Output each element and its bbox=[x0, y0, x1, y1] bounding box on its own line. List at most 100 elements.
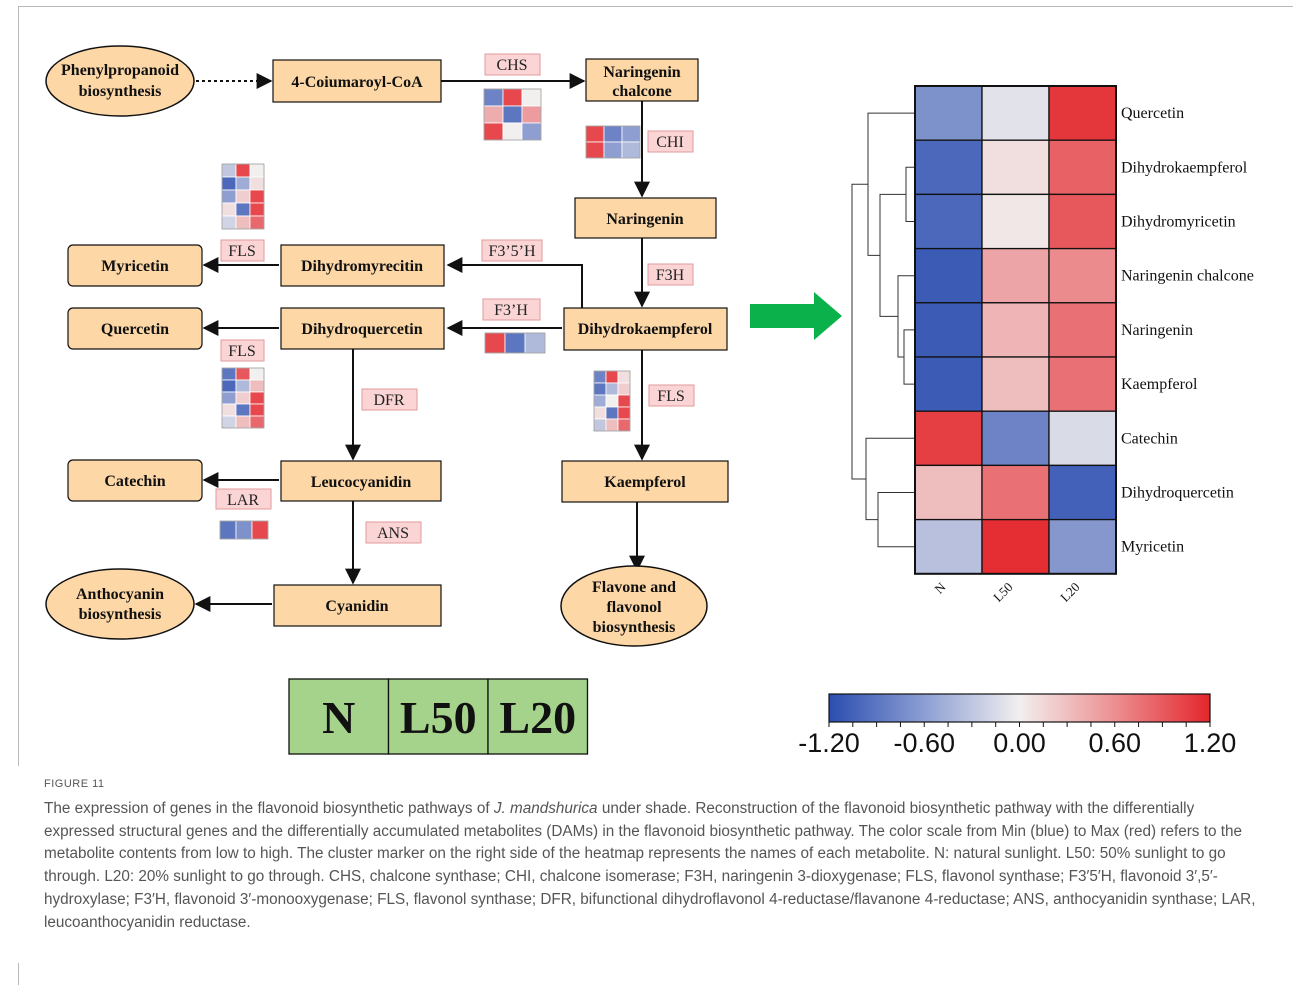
group-legend: N L50 L20 bbox=[288, 678, 589, 755]
heatmap-cell bbox=[981, 410, 1050, 467]
gene-cell bbox=[605, 406, 619, 420]
heatmap-cell bbox=[914, 247, 983, 304]
colorbar-tick-label: -0.60 bbox=[893, 728, 955, 758]
gene-cell bbox=[603, 125, 623, 143]
heatmap-column-label: N bbox=[931, 579, 949, 597]
node-anthocyanin-line2: biosynthesis bbox=[79, 606, 162, 623]
gene-cell bbox=[617, 370, 631, 384]
node-phenylpropanoid-line2: biosynthesis bbox=[79, 83, 162, 100]
gene-heatmap-border bbox=[221, 163, 265, 230]
gene-cell bbox=[235, 520, 253, 540]
gene-heatmap-fls-mid bbox=[221, 367, 265, 429]
gene-cell bbox=[249, 176, 265, 191]
gene-cell bbox=[221, 189, 237, 204]
dendrogram-branch bbox=[879, 193, 906, 317]
gene-heatmap-border bbox=[484, 332, 546, 354]
gene-cell bbox=[235, 202, 251, 217]
node-flavone-line1: Flavone and bbox=[592, 579, 676, 596]
legend-box-label: L50 bbox=[400, 692, 477, 743]
node-dihydrokaempferol-label: Dihydrokaempferol bbox=[578, 321, 713, 338]
figure-caption: FIGURE 11 The expression of genes in the… bbox=[44, 778, 1259, 934]
gene-heatmap-border bbox=[219, 520, 269, 540]
gene-cell bbox=[621, 141, 641, 159]
heatmap-row-label: Naringenin bbox=[1121, 322, 1193, 339]
enzyme-fls-mid-label: FLS bbox=[228, 343, 256, 360]
heatmap-cell bbox=[981, 85, 1050, 141]
heatmap-column-label: L20 bbox=[1057, 579, 1082, 604]
heatmap-cell bbox=[914, 139, 983, 196]
heatmap-cell bbox=[914, 356, 983, 412]
node-flavone-line3: biosynthesis bbox=[593, 619, 676, 636]
enzyme-chs: CHS bbox=[484, 53, 541, 76]
heatmap-cell bbox=[981, 193, 1050, 250]
pathway-arrows bbox=[194, 73, 650, 612]
gene-cell bbox=[483, 105, 504, 124]
legend-box bbox=[288, 678, 390, 755]
gene-cell bbox=[502, 105, 523, 124]
gene-heatmap-border bbox=[483, 88, 542, 141]
legend-box-label: L20 bbox=[499, 692, 576, 743]
enzyme-fls-mid: FLS bbox=[220, 339, 265, 362]
gene-heatmap-chi bbox=[585, 125, 641, 159]
heatmap-cell bbox=[1048, 518, 1117, 575]
colorbar-tick-label: 0.00 bbox=[993, 728, 1046, 758]
gene-cell bbox=[235, 163, 251, 178]
node-naringenin-chalcone-line1: Naringenin bbox=[603, 64, 680, 81]
heatmap-cell bbox=[981, 518, 1050, 575]
gene-cell bbox=[235, 215, 251, 230]
enzyme-chi: CHI bbox=[647, 130, 694, 153]
enzyme-fls-top-label: FLS bbox=[228, 243, 256, 260]
heatmap-row-label: Naringenin chalcone bbox=[1121, 268, 1254, 285]
gene-cell bbox=[502, 122, 523, 141]
heatmap-row-label: Quercetin bbox=[1121, 105, 1184, 122]
gene-cell bbox=[249, 391, 265, 405]
heatmap-cell bbox=[914, 410, 983, 467]
gene-cell bbox=[235, 379, 251, 393]
dendrogram-branch bbox=[877, 492, 914, 548]
node-coumaroyl-coa: 4-Coiumaroyl-CoA bbox=[272, 59, 442, 103]
enzyme-fls-right-label: FLS bbox=[657, 388, 685, 405]
gene-cell bbox=[221, 403, 237, 417]
heatmap-row-label: Kaempferol bbox=[1121, 376, 1198, 393]
heatmap-cell bbox=[981, 247, 1050, 304]
gene-cell bbox=[484, 332, 506, 354]
gene-cell bbox=[593, 370, 607, 384]
heatmap-cell bbox=[1048, 139, 1117, 196]
gene-cell bbox=[617, 382, 631, 396]
heatmap-cell bbox=[981, 302, 1050, 358]
caption-species: J. mandshurica bbox=[493, 800, 598, 817]
gene-cell bbox=[585, 141, 605, 159]
heatmap-row-labels: Quercetin Dihydrokaempferol Dihydromyricet… bbox=[1121, 105, 1254, 556]
figure-label: FIGURE 11 bbox=[44, 778, 105, 790]
heatmap-cell bbox=[914, 85, 983, 141]
node-naringenin: Naringenin bbox=[574, 197, 717, 239]
gene-cell bbox=[221, 379, 237, 393]
heatmap-row-label: Catechin bbox=[1121, 430, 1178, 447]
legend-box bbox=[387, 678, 489, 755]
node-leucocyanidin: Leucocyanidin bbox=[280, 460, 442, 502]
gene-cell bbox=[221, 176, 237, 191]
gene-cell bbox=[249, 403, 265, 417]
gene-cell bbox=[605, 394, 619, 408]
gene-cell bbox=[504, 332, 526, 354]
gene-cell bbox=[221, 215, 237, 230]
dendrogram-branch bbox=[903, 329, 914, 385]
heatmap-row-label: Dihydroquercetin bbox=[1121, 485, 1234, 502]
gene-cell bbox=[593, 406, 607, 420]
enzyme-fls-top: FLS bbox=[220, 239, 265, 262]
gene-cell bbox=[249, 189, 265, 204]
gene-cell bbox=[235, 176, 251, 191]
node-anthocyanin-biosynthesis: Anthocyanin biosynthesis bbox=[45, 568, 195, 640]
node-naringenin-chalcone-line2: chalcone bbox=[612, 83, 672, 100]
node-cyanidin-label: Cyanidin bbox=[325, 598, 388, 615]
heatmap-cell bbox=[1048, 85, 1117, 141]
node-anthocyanin-line1: Anthocyanin bbox=[76, 586, 164, 603]
enzyme-f3ph: F3’H bbox=[482, 298, 541, 321]
arrow-dhk-to-dihydromyricetin bbox=[446, 257, 583, 308]
gene-cell bbox=[521, 88, 542, 107]
node-dihydrokaempferol: Dihydrokaempferol bbox=[563, 307, 728, 351]
gene-cell bbox=[483, 122, 504, 141]
node-myricetin: Myricetin bbox=[67, 244, 203, 287]
enzyme-f35h-label: F3’5’H bbox=[488, 243, 536, 260]
node-quercetin-label: Quercetin bbox=[101, 321, 169, 338]
